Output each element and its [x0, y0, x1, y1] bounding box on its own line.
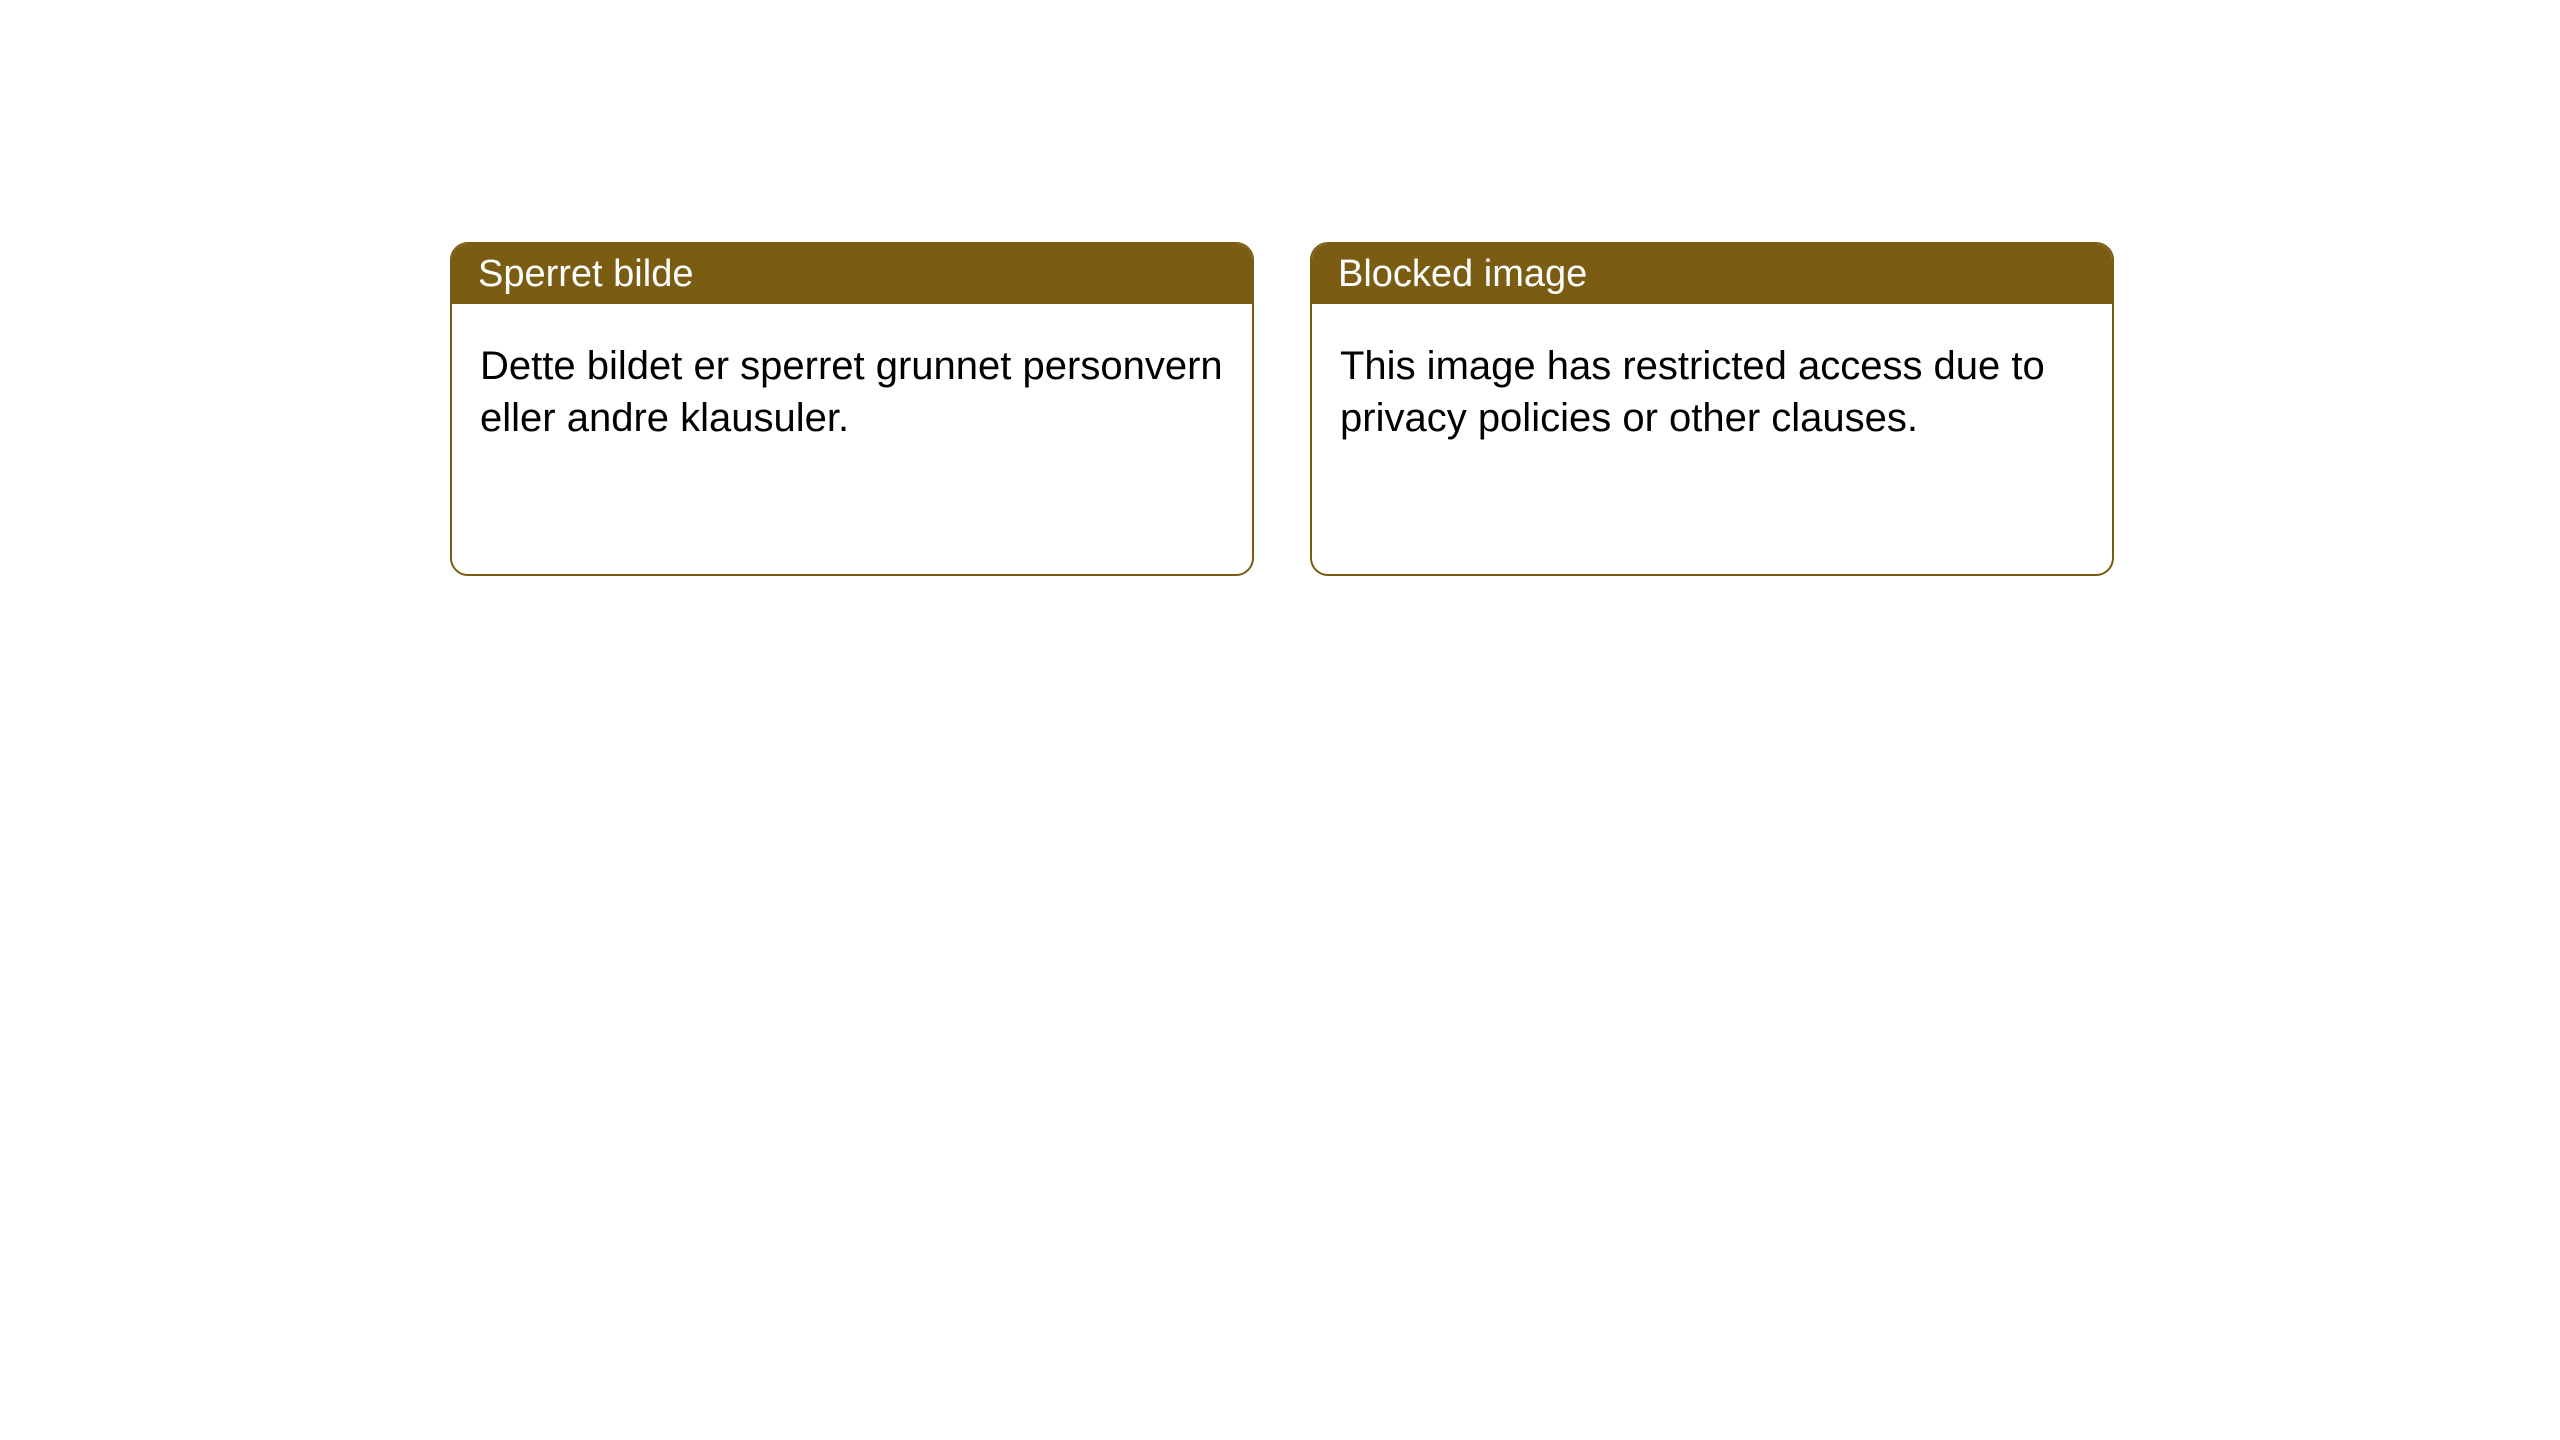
notice-container: Sperret bilde Dette bildet er sperret gr… — [0, 0, 2560, 576]
notice-title: Sperret bilde — [478, 253, 693, 296]
notice-header: Blocked image — [1312, 244, 2112, 304]
notice-title: Blocked image — [1338, 253, 1587, 296]
notice-box-english: Blocked image This image has restricted … — [1310, 242, 2114, 576]
notice-body: Dette bildet er sperret grunnet personve… — [452, 304, 1252, 480]
notice-body-text: This image has restricted access due to … — [1340, 344, 2045, 440]
notice-body: This image has restricted access due to … — [1312, 304, 2112, 480]
notice-body-text: Dette bildet er sperret grunnet personve… — [480, 344, 1223, 440]
notice-header: Sperret bilde — [452, 244, 1252, 304]
notice-box-norwegian: Sperret bilde Dette bildet er sperret gr… — [450, 242, 1254, 576]
